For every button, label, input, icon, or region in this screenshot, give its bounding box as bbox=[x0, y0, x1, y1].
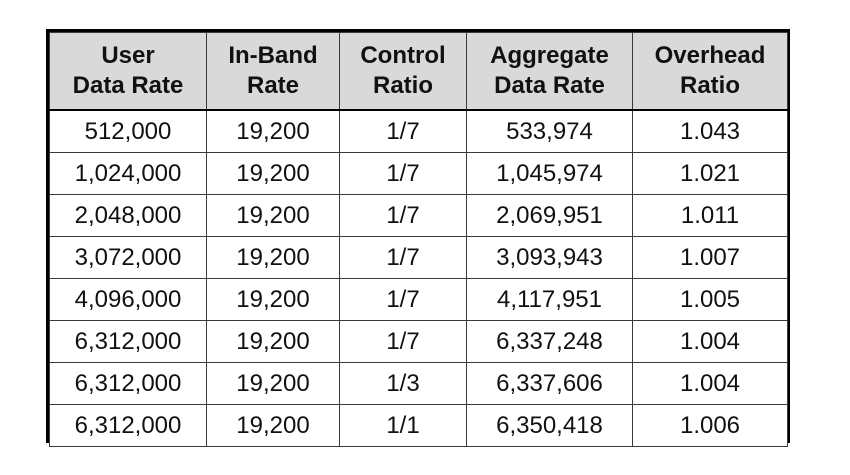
cell-overhead-ratio: 1.005 bbox=[632, 278, 788, 321]
cell-control-ratio: 1/1 bbox=[339, 404, 467, 447]
header-label-line1: User bbox=[101, 42, 155, 69]
cell-overhead-ratio: 1.043 bbox=[632, 109, 788, 153]
cell-user-data-rate: 4,096,000 bbox=[49, 278, 207, 321]
cell-aggregate-data-rate: 6,337,248 bbox=[466, 320, 633, 363]
table-row: 2,048,000 19,200 1/7 2,069,951 1.011 bbox=[49, 194, 788, 237]
header-aggregate-data-rate: Aggregate Data Rate bbox=[466, 32, 633, 111]
header-row: User Data Rate In-Band Rate Control Rati… bbox=[49, 32, 788, 111]
cell-control-ratio: 1/7 bbox=[339, 320, 467, 363]
cell-overhead-ratio: 1.021 bbox=[632, 152, 788, 195]
cell-in-band-rate: 19,200 bbox=[206, 152, 340, 195]
cell-control-ratio: 1/7 bbox=[339, 194, 467, 237]
cell-control-ratio: 1/7 bbox=[339, 109, 467, 153]
cell-user-data-rate: 2,048,000 bbox=[49, 194, 207, 237]
cell-aggregate-data-rate: 6,350,418 bbox=[466, 404, 633, 447]
cell-user-data-rate: 6,312,000 bbox=[49, 404, 207, 447]
header-label-line1: In-Band bbox=[228, 42, 318, 69]
header-control-ratio: Control Ratio bbox=[339, 32, 467, 111]
cell-user-data-rate: 3,072,000 bbox=[49, 236, 207, 279]
cell-in-band-rate: 19,200 bbox=[206, 194, 340, 237]
table-row: 1,024,000 19,200 1/7 1,045,974 1.021 bbox=[49, 152, 788, 195]
data-rate-table-frame: User Data Rate In-Band Rate Control Rati… bbox=[46, 29, 790, 447]
table-row: 6,312,000 19,200 1/1 6,350,418 1.006 bbox=[49, 404, 788, 447]
header-label-line1: Control bbox=[360, 42, 446, 69]
cell-in-band-rate: 19,200 bbox=[206, 404, 340, 447]
cell-overhead-ratio: 1.004 bbox=[632, 362, 788, 405]
data-rate-table: User Data Rate In-Band Rate Control Rati… bbox=[49, 32, 788, 447]
cell-aggregate-data-rate: 6,337,606 bbox=[466, 362, 633, 405]
cell-in-band-rate: 19,200 bbox=[206, 320, 340, 363]
cell-control-ratio: 1/7 bbox=[339, 152, 467, 195]
table-row: 6,312,000 19,200 1/3 6,337,606 1.004 bbox=[49, 362, 788, 405]
cell-aggregate-data-rate: 3,093,943 bbox=[466, 236, 633, 279]
cell-in-band-rate: 19,200 bbox=[206, 278, 340, 321]
cell-user-data-rate: 6,312,000 bbox=[49, 362, 207, 405]
cell-in-band-rate: 19,200 bbox=[206, 236, 340, 279]
cell-control-ratio: 1/3 bbox=[339, 362, 467, 405]
table-row: 4,096,000 19,200 1/7 4,117,951 1.005 bbox=[49, 278, 788, 321]
cell-user-data-rate: 1,024,000 bbox=[49, 152, 207, 195]
header-label-line2: Rate bbox=[246, 72, 300, 99]
cell-aggregate-data-rate: 4,117,951 bbox=[466, 278, 633, 321]
header-label-line1: Overhead bbox=[654, 42, 766, 69]
cell-aggregate-data-rate: 1,045,974 bbox=[466, 152, 633, 195]
header-label-line2: Data Rate bbox=[72, 72, 184, 99]
table-row: 6,312,000 19,200 1/7 6,337,248 1.004 bbox=[49, 320, 788, 363]
table-row: 512,000 19,200 1/7 533,974 1.043 bbox=[49, 109, 788, 153]
cell-in-band-rate: 19,200 bbox=[206, 362, 340, 405]
cell-aggregate-data-rate: 533,974 bbox=[466, 109, 633, 153]
header-in-band-rate: In-Band Rate bbox=[206, 32, 340, 111]
cell-control-ratio: 1/7 bbox=[339, 278, 467, 321]
header-label-line2: Ratio bbox=[680, 72, 740, 99]
cell-overhead-ratio: 1.007 bbox=[632, 236, 788, 279]
cell-in-band-rate: 19,200 bbox=[206, 109, 340, 153]
header-overhead-ratio: Overhead Ratio bbox=[632, 32, 788, 111]
cell-overhead-ratio: 1.006 bbox=[632, 404, 788, 447]
header-label-line1: Aggregate bbox=[490, 42, 609, 69]
cell-user-data-rate: 512,000 bbox=[49, 109, 207, 153]
cell-user-data-rate: 6,312,000 bbox=[49, 320, 207, 363]
cell-control-ratio: 1/7 bbox=[339, 236, 467, 279]
cell-overhead-ratio: 1.004 bbox=[632, 320, 788, 363]
header-label-line2: Data Rate bbox=[494, 72, 605, 99]
cell-aggregate-data-rate: 2,069,951 bbox=[466, 194, 633, 237]
cell-overhead-ratio: 1.011 bbox=[632, 194, 788, 237]
header-user-data-rate: User Data Rate bbox=[49, 32, 207, 111]
header-label-line2: Ratio bbox=[373, 72, 433, 99]
table-row: 3,072,000 19,200 1/7 3,093,943 1.007 bbox=[49, 236, 788, 279]
